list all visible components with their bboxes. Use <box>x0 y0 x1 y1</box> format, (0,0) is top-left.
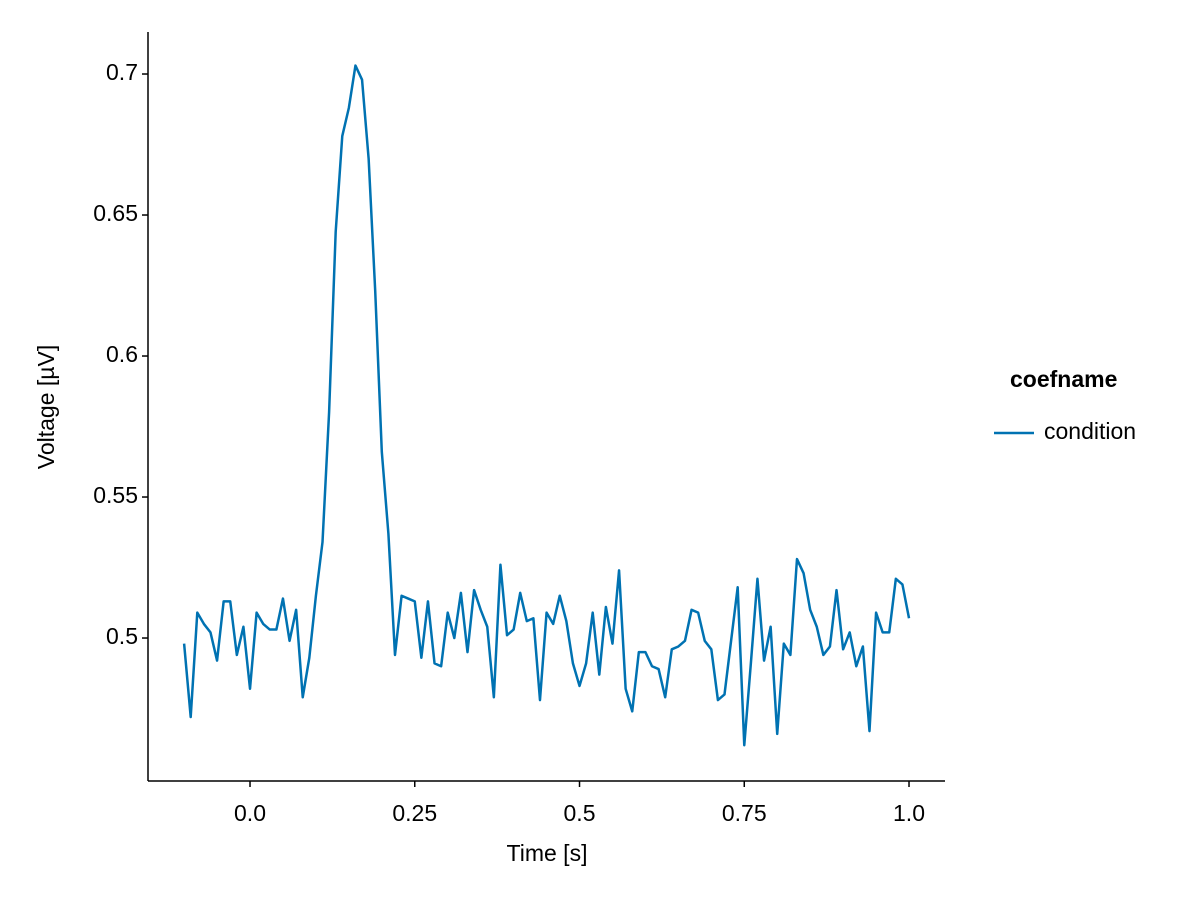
x-axis-label: Time [s] <box>507 840 588 866</box>
data-line <box>182 64 911 747</box>
y-tick-label: 0.55 <box>93 482 138 508</box>
y-tick-label: 0.6 <box>106 341 138 367</box>
x-tick-label: 0.25 <box>392 800 437 826</box>
x-tick-label: 1.0 <box>893 800 925 826</box>
y-tick-label: 0.5 <box>106 623 138 649</box>
legend-title: coefname <box>1010 366 1117 392</box>
y-axis-label: Voltage [µV] <box>33 345 59 470</box>
x-tick-label: 0.0 <box>234 800 266 826</box>
x-tick-label: 0.75 <box>722 800 767 826</box>
y-tick-label: 0.7 <box>106 59 138 85</box>
legend-label: condition <box>1044 418 1136 444</box>
x-tick-label: 0.5 <box>564 800 596 826</box>
y-tick-label: 0.65 <box>93 200 138 226</box>
